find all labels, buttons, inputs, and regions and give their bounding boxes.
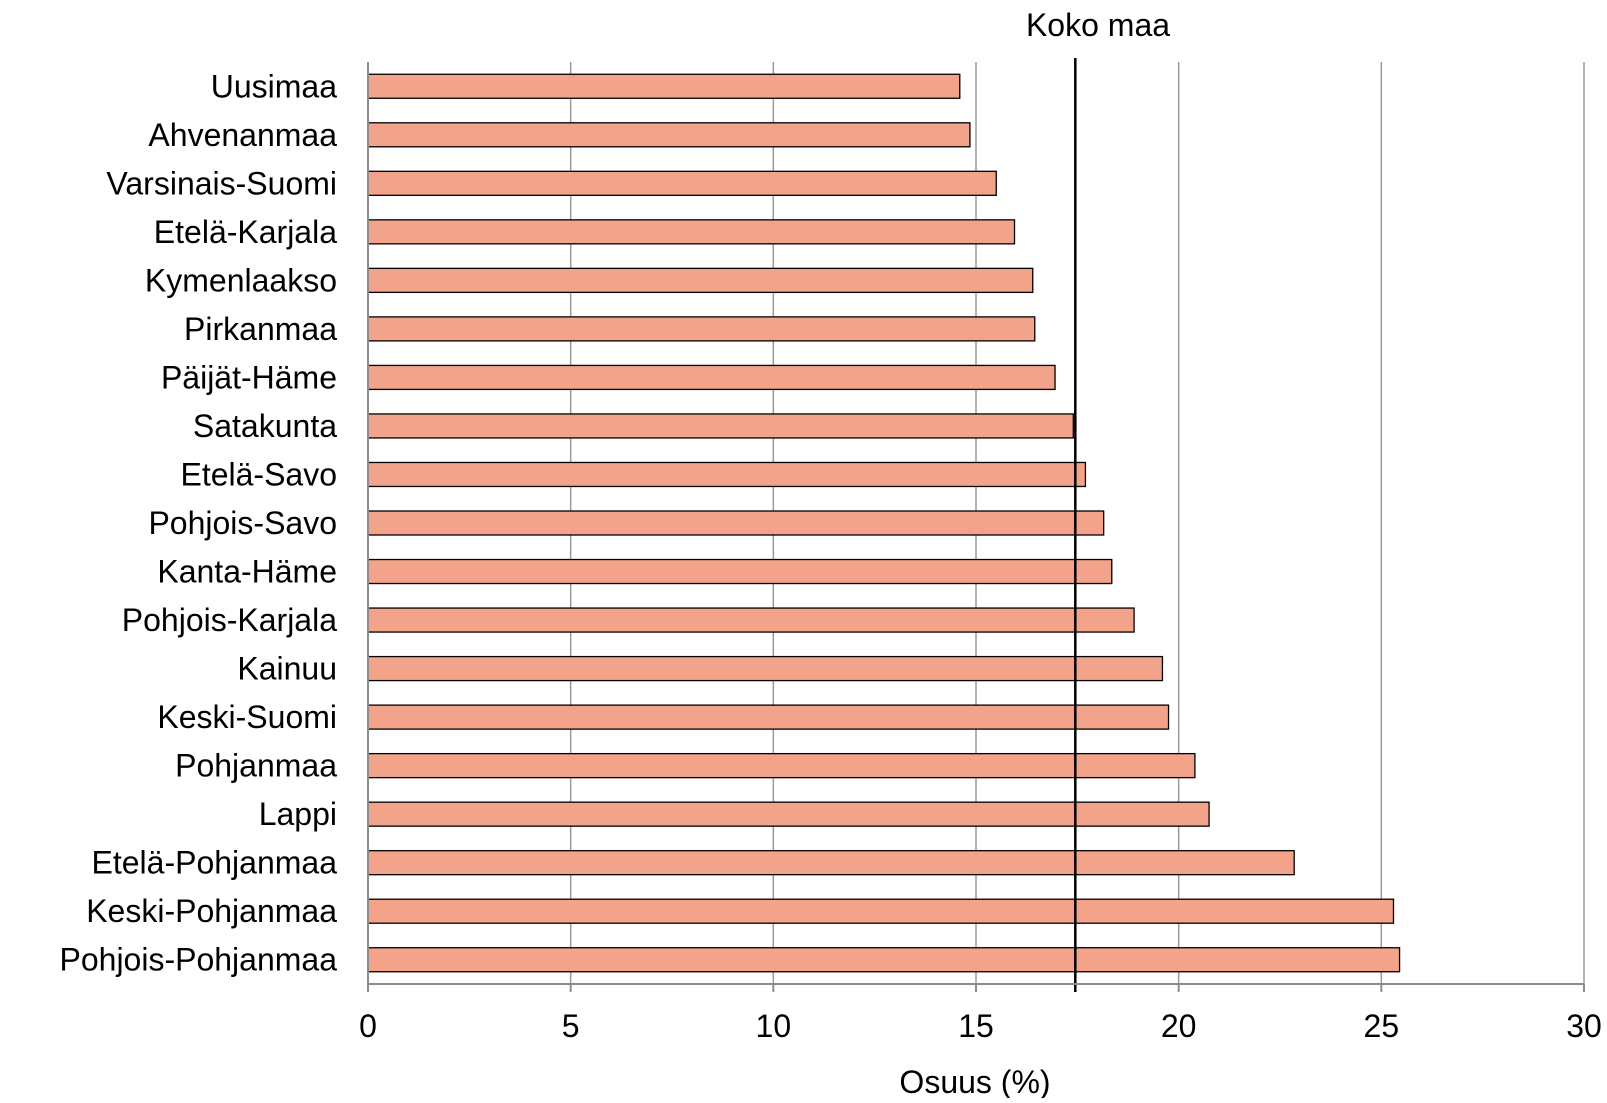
category-label: Etelä-Savo [180,456,337,492]
bar [367,73,961,99]
category-labels: Uusimaa Ahvenanmaa Varsinais-Suomi Etelä-Ka… [60,68,338,977]
x-tick-label: 15 [958,1008,994,1044]
category-label: Pohjois-Karjala [122,602,337,638]
bar [367,704,1170,730]
bar [367,850,1295,876]
bars [367,73,1401,973]
bar [367,801,1210,827]
category-label: Kymenlaakso [145,262,337,298]
category-label: Pirkanmaa [184,311,337,347]
bar [367,655,1164,682]
bar [367,364,1056,391]
bar [367,170,997,196]
category-label: Lappi [259,796,337,832]
category-label: Keski-Pohjanmaa [86,893,337,929]
category-label: Pohjois-Pohjanmaa [60,942,338,978]
x-axis-title: Osuus (%) [899,1064,1050,1098]
bar [367,607,1135,633]
bar [367,122,971,148]
category-label: Päijät-Häme [161,359,337,395]
x-tick-label: 20 [1161,1008,1197,1044]
category-label: Pohjois-Savo [148,505,337,541]
category-label: Ahvenanmaa [148,117,337,153]
category-label: Kainuu [237,651,337,687]
category-label: Kanta-Häme [157,554,337,590]
category-label: Pohjanmaa [175,748,337,784]
bar [367,947,1401,973]
bar [367,267,1034,294]
bar [367,752,1196,779]
x-tick-label: 30 [1566,1008,1602,1044]
category-label: Satakunta [193,408,337,444]
category-label: Uusimaa [211,68,337,104]
bar [367,510,1105,536]
reference-line-label: Koko maa [1026,7,1170,43]
x-tick-label: 5 [562,1008,580,1044]
x-tick-label: 10 [756,1008,792,1044]
x-tick-label: 0 [359,1008,377,1044]
category-label: Etelä-Karjala [154,214,337,250]
bar [367,461,1087,488]
bar [367,219,1016,245]
category-label: Keski-Suomi [157,699,337,735]
bar [367,316,1036,342]
x-axis: 0 5 10 15 20 25 30 [359,62,1602,1044]
category-label: Etelä-Pohjanmaa [92,845,338,881]
category-label: Varsinais-Suomi [106,165,337,201]
bar [367,558,1113,585]
x-tick-label: 25 [1364,1008,1400,1044]
bar [367,898,1395,924]
bar [367,413,1074,439]
